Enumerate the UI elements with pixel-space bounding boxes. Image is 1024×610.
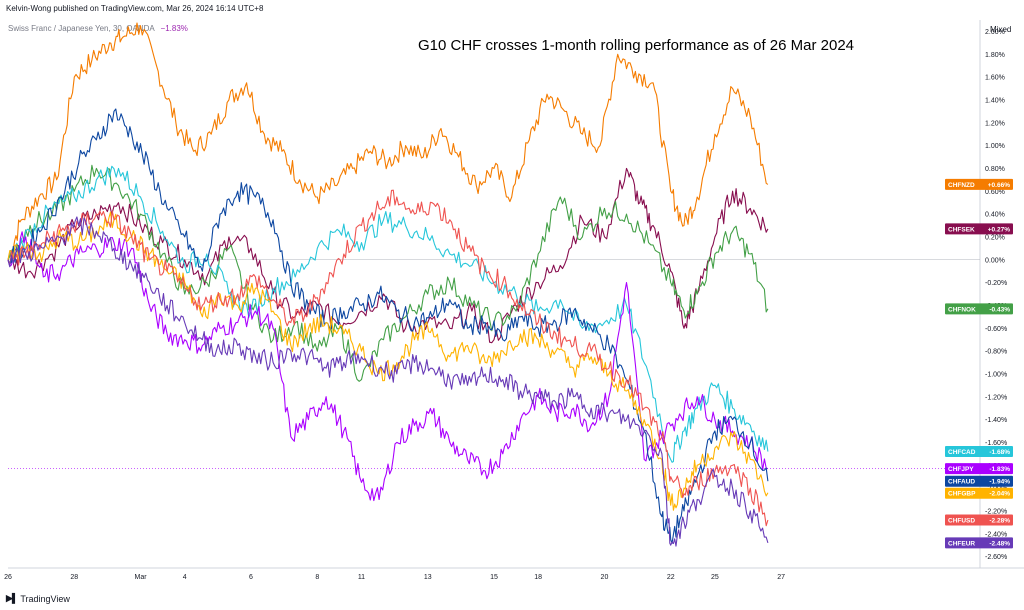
series-label-name: CHFSEK [948, 226, 975, 233]
x-tick-label: 8 [315, 574, 319, 581]
series-label-value: -0.43% [989, 306, 1010, 313]
x-tick-label: 25 [711, 574, 719, 581]
x-tick-label: 6 [249, 574, 253, 581]
series-label-name: CHFNOK [948, 306, 976, 313]
series-line-chfusd [7, 189, 769, 527]
publisher-info: Kelvin-Wong published on TradingView.com… [6, 4, 264, 13]
series-line-chfnzd [7, 22, 769, 260]
series-label-value: +0.27% [988, 226, 1010, 233]
series-label-value: -2.48% [989, 540, 1010, 547]
series-label-name: CHFNZD [948, 182, 975, 189]
series-line-chfgbp [7, 211, 769, 511]
series-label-name: CHFEUR [948, 540, 975, 547]
y-tick-label: -0.20% [985, 280, 1007, 287]
series-line-chfcad [7, 165, 769, 463]
symbol-change: −1.83% [160, 24, 188, 33]
series-label-name: CHFJPY [948, 466, 974, 473]
y-tick-label: 0.60% [985, 189, 1005, 196]
y-tick-label: -1.00% [985, 371, 1007, 378]
chart-series [7, 22, 769, 547]
y-tick-label: -2.60% [985, 554, 1007, 561]
brand-name: TradingView [20, 593, 70, 604]
y-tick-label: 1.60% [985, 75, 1005, 82]
y-tick-label: 2.00% [985, 29, 1005, 36]
y-tick-label: 0.40% [985, 212, 1005, 219]
series-label-value: -2.28% [989, 518, 1010, 525]
x-tick-label: 28 [70, 574, 78, 581]
series-label-value: -1.94% [989, 479, 1010, 486]
series-label-value: -2.04% [989, 491, 1010, 498]
series-line-chfnok [7, 164, 769, 382]
y-tick-label: -1.40% [985, 417, 1007, 424]
y-tick-label: -2.20% [985, 508, 1007, 515]
y-tick-label: 1.00% [985, 143, 1005, 150]
y-tick-label: 1.20% [985, 120, 1005, 127]
y-tick-label: 0.20% [985, 234, 1005, 241]
chart-title: G10 CHF crosses 1-month rolling performa… [418, 37, 855, 54]
series-line-chfjpy [7, 231, 769, 502]
series-label-value: -1.83% [989, 466, 1010, 473]
series-label-chfnok: CHFNOK -0.43% [945, 303, 1013, 315]
series-label-chfaud: CHFAUD -1.94% [945, 475, 1013, 487]
y-tick-label: -2.40% [985, 531, 1007, 538]
series-line-chfeur [7, 216, 769, 547]
x-tick-label: 27 [777, 574, 785, 581]
symbol-name: Swiss Franc / Japanese Yen, 30, OANDA [8, 24, 155, 33]
series-label-value: -1.68% [989, 449, 1010, 456]
series-label-name: CHFAUD [948, 479, 975, 486]
y-axis-ticks: 2.00% 1.80% 1.60% 1.40% 1.20% 1.00% 0.80% 0.60%… [985, 29, 1007, 561]
y-tick-label: -1.60% [985, 440, 1007, 447]
y-tick-label: -0.60% [985, 326, 1007, 333]
tv-logo-icon: ▶▌ [6, 593, 18, 603]
y-tick-label: 0.80% [985, 166, 1005, 173]
series-label-name: CHFGBP [948, 491, 976, 498]
scale-mode-label[interactable]: Mixed [990, 25, 1012, 34]
y-tick-label: 1.40% [985, 97, 1005, 104]
series-line-chfaud [7, 108, 769, 544]
x-tick-label: 22 [667, 574, 675, 581]
series-label-chfusd: CHFUSD -2.28% [945, 514, 1013, 526]
y-tick-label: -1.20% [985, 394, 1007, 401]
x-tick-label: 26 [4, 574, 12, 581]
x-tick-label: 20 [601, 574, 609, 581]
symbol-legend[interactable]: Swiss Franc / Japanese Yen, 30, OANDA −1… [8, 24, 188, 33]
series-label-chfeur: CHFEUR -2.48% [945, 537, 1013, 549]
series-label-chfcad: CHFCAD -1.68% [945, 446, 1013, 458]
x-tick-label: 4 [183, 574, 187, 581]
x-tick-label: 11 [358, 574, 365, 581]
x-tick-label: 18 [534, 574, 542, 581]
series-label-chfgbp: CHFGBP -2.04% [945, 487, 1013, 499]
series-labels: CHFNZD +0.66% CHFSEK +0.27% CHFNOK -0.43% CHFC… [945, 178, 1013, 549]
x-axis-ticks: 26 28 Mar 4 6 8 11 13 15 18 20 22 25 27 [4, 574, 785, 581]
x-tick-label: Mar [135, 574, 148, 581]
y-tick-label: 1.80% [985, 52, 1005, 59]
x-tick-label: 15 [490, 574, 498, 581]
footer-brand[interactable]: ▶▌ TradingView [6, 593, 70, 604]
y-tick-label: -0.80% [985, 349, 1007, 356]
series-label-chfsek: CHFSEK +0.27% [945, 223, 1013, 235]
series-label-name: CHFUSD [948, 518, 975, 525]
x-tick-label: 13 [424, 574, 432, 581]
series-label-chfjpy: CHFJPY -1.83% [945, 463, 1013, 475]
y-tick-label: 0.00% [985, 257, 1005, 264]
series-label-value: +0.66% [988, 182, 1010, 189]
series-label-chfnzd: CHFNZD +0.66% [945, 178, 1013, 190]
series-label-name: CHFCAD [948, 449, 976, 456]
